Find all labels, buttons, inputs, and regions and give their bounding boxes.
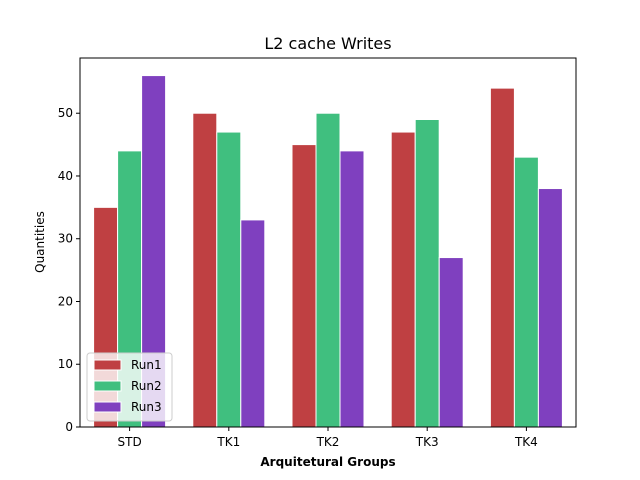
bar-run3-tk1: [240, 219, 266, 428]
y-tick-label: 40: [58, 169, 73, 183]
bar-run1-tk2: [291, 144, 317, 428]
bar-run2-tk3: [414, 119, 440, 428]
legend-label-run3: Run3: [131, 400, 162, 414]
bar-run3-tk2: [339, 150, 365, 428]
legend-swatch-run1: [93, 359, 122, 371]
x-tick-label: TK2: [316, 435, 340, 449]
y-tick-label: 50: [58, 106, 73, 120]
x-tick-label: STD: [118, 435, 142, 449]
y-axis-label: Quantities: [33, 211, 47, 273]
y-axis-ticks: 0 10 20 30 40 50: [58, 106, 80, 434]
bar-run2-tk1: [216, 131, 242, 428]
y-tick-label: 10: [58, 357, 73, 371]
x-axis-label: Arquitetural Groups: [260, 455, 395, 469]
x-tick-label: TK3: [415, 435, 439, 449]
x-tick-label: TK4: [514, 435, 538, 449]
legend: Run1 Run2 Run3: [86, 352, 173, 422]
legend-swatch-run3: [93, 401, 122, 413]
bar-run3-tk3: [438, 257, 464, 428]
x-tick-label: TK1: [216, 435, 240, 449]
bar-run1-tk4: [489, 87, 515, 428]
legend-label-run1: Run1: [131, 358, 162, 372]
bar-run2-tk2: [315, 112, 341, 428]
bar-run1-tk1: [192, 112, 218, 428]
y-tick-label: 20: [58, 294, 73, 308]
bar-run3-tk4: [537, 188, 563, 428]
bar-run1-tk3: [390, 131, 416, 428]
legend-swatch-run2: [93, 380, 122, 392]
bar-run2-tk4: [513, 156, 539, 428]
chart-title: L2 cache Writes: [264, 34, 391, 53]
x-axis-ticks: STD TK1 TK2 TK3 TK4: [118, 427, 538, 449]
y-tick-label: 30: [58, 232, 73, 246]
legend-label-run2: Run2: [131, 379, 162, 393]
y-tick-label: 0: [65, 420, 73, 434]
